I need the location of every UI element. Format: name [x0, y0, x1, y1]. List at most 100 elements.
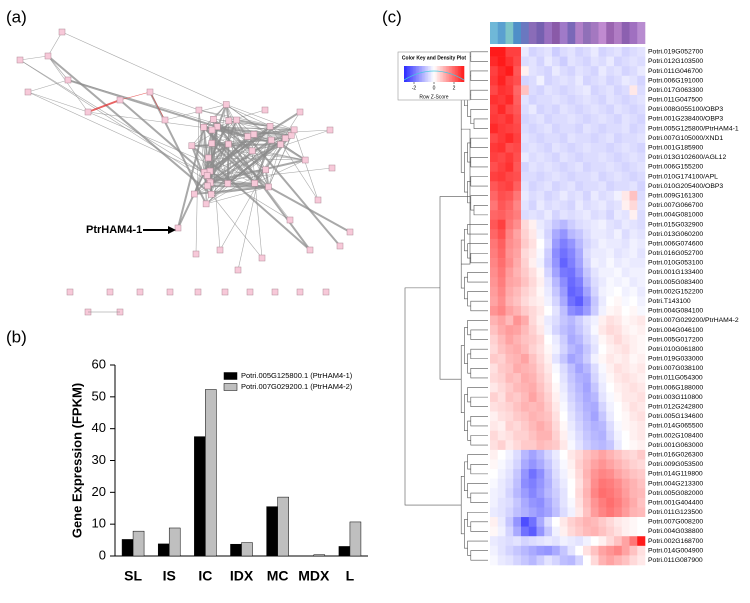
- dendrogram: [470, 329, 488, 340]
- network-node: [16, 56, 24, 64]
- panel-label: (b): [6, 327, 27, 346]
- heatmap-cell: [521, 123, 530, 134]
- network-node: [194, 288, 202, 296]
- heatmap-cell: [528, 123, 537, 134]
- heatmap-cell: [614, 325, 623, 336]
- heatmap-cell: [528, 200, 537, 211]
- heatmap-cell: [583, 133, 592, 144]
- heatmap-cell: [505, 536, 514, 547]
- network-node: [203, 172, 211, 179]
- heatmap-cell: [552, 190, 561, 201]
- heatmap-cell: [528, 334, 537, 345]
- heatmap-cell: [606, 133, 615, 144]
- network-edge: [27, 91, 89, 113]
- heatmap-cell: [575, 229, 584, 240]
- heatmap-cell: [505, 229, 514, 240]
- heatmap-cell: [637, 363, 646, 374]
- heatmap-cell: [614, 344, 623, 355]
- heatmap-cell: [621, 392, 630, 403]
- heatmap-cell: [497, 392, 506, 403]
- heatmap-cell: [598, 469, 607, 479]
- heatmap-cell: [536, 200, 545, 211]
- heatmap-cell: [575, 66, 584, 77]
- heatmap-cell: [567, 94, 576, 105]
- heatmap-cell: [575, 123, 584, 134]
- heatmap-cell: [637, 171, 646, 182]
- heatmap-cell: [629, 104, 638, 115]
- heatmap-cell: [536, 123, 545, 134]
- heatmap-cell: [575, 85, 584, 96]
- network-node: [326, 126, 334, 134]
- heatmap-cell: [497, 315, 506, 326]
- row-label: Potri.012G103500: [648, 58, 703, 65]
- heatmap-cell: [505, 440, 514, 451]
- heatmap-cell: [513, 545, 522, 556]
- heatmap-cell: [598, 306, 607, 316]
- network-edge: [203, 111, 301, 174]
- heatmap-cell: [528, 449, 537, 460]
- bar: [168, 527, 181, 557]
- heatmap-cell: [559, 421, 568, 432]
- heatmap-cell: [559, 258, 568, 268]
- heatmap-cell: [559, 133, 568, 144]
- heatmap-cell: [521, 353, 530, 364]
- heatmap-cell: [536, 526, 545, 537]
- heatmap-cell: [521, 478, 530, 489]
- heatmap-cell: [590, 325, 599, 336]
- heatmap-cell: [637, 344, 646, 355]
- heatmap-cell: [536, 258, 545, 268]
- bar: [205, 389, 217, 557]
- heatmap-cell: [567, 277, 576, 288]
- heatmap-cell: [536, 114, 545, 125]
- heatmap-cell: [544, 440, 553, 451]
- heatmap-cell: [629, 238, 638, 249]
- color-key-gradient: [438, 66, 441, 82]
- heatmap-cell: [544, 469, 553, 479]
- network-node: [192, 250, 200, 258]
- heatmap-cell: [637, 258, 646, 268]
- heatmap-cell: [513, 171, 522, 182]
- heatmap-cell: [559, 334, 568, 345]
- network-node: [188, 142, 196, 149]
- heatmap-cell: [583, 142, 592, 153]
- heatmap-cell: [575, 440, 584, 451]
- heatmap-cell: [528, 382, 537, 393]
- network-edge: [19, 59, 208, 176]
- row-label: Potri.014G004900: [648, 547, 703, 554]
- heatmap-cell: [521, 210, 530, 220]
- heatmap-cell: [614, 277, 623, 288]
- heatmap-cell: [590, 277, 599, 288]
- heatmap-cell: [497, 133, 506, 144]
- color-key-gradient: [459, 66, 462, 82]
- dendrogram: [470, 463, 488, 475]
- heatmap-cell: [606, 507, 615, 518]
- heatmap-cell: [637, 411, 646, 422]
- heatmap-cell: [490, 315, 499, 326]
- heatmap-cell: [513, 56, 522, 67]
- heatmap-cell: [598, 123, 607, 134]
- heatmap-cell: [621, 478, 630, 489]
- heatmap-cell: [583, 238, 592, 249]
- heatmap-cell: [606, 334, 615, 345]
- network-node: [161, 116, 169, 124]
- heatmap-cell: [614, 545, 623, 556]
- heatmap-cell: [629, 277, 638, 288]
- heatmap-cell: [614, 382, 623, 393]
- heatmap-cell: [598, 248, 607, 259]
- heatmap-cell: [497, 248, 506, 259]
- heatmap-cell: [606, 171, 615, 182]
- row-label: Potri.002G152200: [648, 288, 703, 295]
- heatmap-cell: [536, 392, 545, 403]
- heatmap-cell: [497, 94, 506, 105]
- heatmap-cell: [536, 382, 545, 393]
- heatmap-cell: [521, 248, 530, 259]
- network-edge: [47, 55, 89, 113]
- heatmap-cell: [497, 152, 506, 163]
- heatmap-cell: [606, 104, 615, 115]
- heatmap-cell: [629, 181, 638, 192]
- heatmap-cell: [521, 545, 530, 556]
- heatmap-cell: [629, 478, 638, 489]
- network-edge: [236, 119, 271, 128]
- heatmap-cell: [536, 104, 545, 115]
- heatmap-cell: [536, 85, 545, 96]
